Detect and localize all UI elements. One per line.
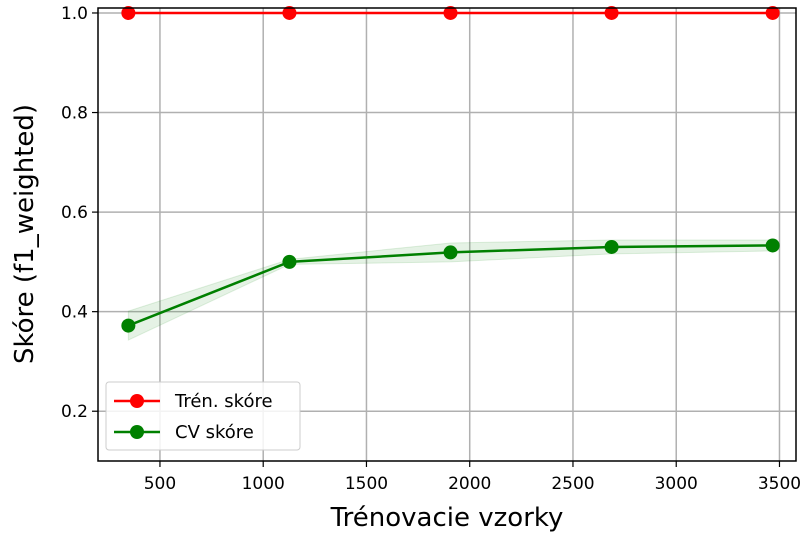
legend-marker-cv bbox=[130, 425, 144, 439]
point-series-1 bbox=[604, 239, 619, 254]
legend-label-cv: CV skóre bbox=[175, 422, 254, 443]
series-markers bbox=[121, 5, 780, 333]
y-tick-label: 1.0 bbox=[61, 4, 88, 24]
legend-marker-train bbox=[130, 394, 144, 408]
x-tick-label: 3500 bbox=[758, 474, 801, 494]
point-series-0 bbox=[121, 5, 136, 20]
x-tick-label: 2000 bbox=[448, 474, 491, 494]
x-tick-label: 1500 bbox=[345, 474, 388, 494]
x-tick-label: 1000 bbox=[242, 474, 285, 494]
point-series-1 bbox=[765, 238, 780, 253]
y-tick-label: 0.6 bbox=[61, 203, 88, 223]
point-series-0 bbox=[604, 5, 619, 20]
point-series-0 bbox=[765, 5, 780, 20]
y-tick-label: 0.4 bbox=[61, 303, 88, 323]
x-axis-ticks: 500 1000 1500 2000 2500 3000 3500 bbox=[144, 461, 801, 494]
y-axis-label: Skóre (f1_weighted) bbox=[10, 104, 40, 364]
x-axis-label: Trénovacie vzorky bbox=[330, 503, 564, 533]
legend-label-train: Trén. skóre bbox=[174, 391, 273, 412]
x-tick-label: 500 bbox=[144, 474, 176, 494]
plot-frame bbox=[97, 7, 797, 462]
point-series-0 bbox=[282, 5, 297, 20]
y-axis-ticks: 0.2 0.4 0.6 0.8 1.0 bbox=[61, 4, 98, 422]
x-tick-label: 2500 bbox=[551, 474, 594, 494]
y-tick-label: 0.8 bbox=[61, 104, 88, 124]
y-tick-label: 0.2 bbox=[61, 402, 88, 422]
x-tick-label: 3000 bbox=[655, 474, 698, 494]
point-series-1 bbox=[282, 254, 297, 269]
point-series-1 bbox=[443, 245, 458, 260]
legend: Trén. skóre CV skóre bbox=[105, 381, 301, 451]
point-series-1 bbox=[121, 318, 136, 333]
point-series-0 bbox=[443, 5, 458, 20]
